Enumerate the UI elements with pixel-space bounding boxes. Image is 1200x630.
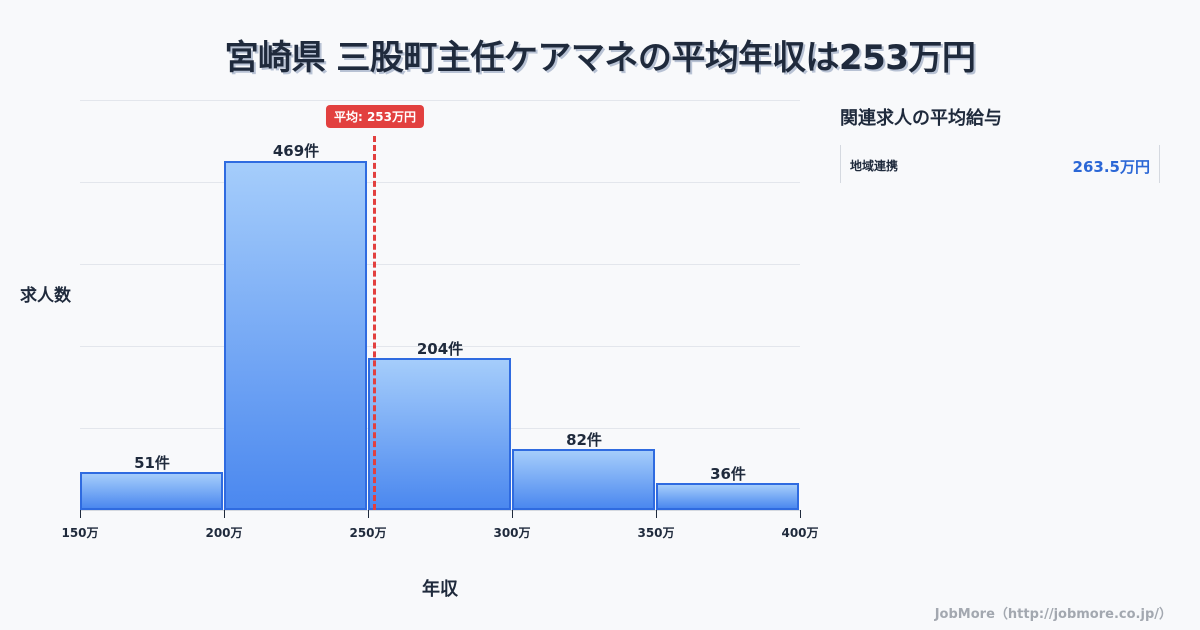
related-salary-row[interactable]: 地域連携 263.5万円 [840, 145, 1160, 183]
bar-value-label: 469件 [272, 142, 320, 160]
average-line [373, 136, 376, 510]
x-tick-label: 200万 [205, 526, 243, 540]
gridline [80, 100, 800, 101]
x-tick [800, 510, 801, 518]
related-salary-title: 関連求人の平均給与 [840, 108, 1002, 129]
histogram-bar[interactable] [368, 358, 511, 510]
x-tick [224, 510, 225, 518]
average-badge: 平均: 253万円 [325, 105, 425, 128]
bar-value-label: 82件 [566, 431, 602, 449]
x-tick-label: 150万 [61, 526, 99, 540]
x-axis-line [80, 510, 800, 511]
related-job-name: 地域連携 [850, 159, 899, 173]
gridline [80, 182, 800, 183]
y-axis-label: 求人数 [20, 286, 71, 306]
gridline [80, 264, 800, 265]
histogram-bar[interactable] [656, 483, 799, 510]
gridline [80, 346, 800, 347]
histogram-bar[interactable] [224, 161, 367, 510]
x-tick-label: 300万 [493, 526, 531, 540]
source-credit: JobMore（http://jobmore.co.jp/） [934, 607, 1172, 622]
related-job-salary: 263.5万円 [1072, 158, 1150, 176]
x-axis-label: 年収 [422, 579, 458, 600]
histogram-bar[interactable] [80, 472, 223, 510]
x-tick-label: 350万 [637, 526, 675, 540]
bar-value-label: 51件 [134, 454, 170, 472]
histogram-bar[interactable] [512, 449, 655, 510]
x-tick-label: 250万 [349, 526, 387, 540]
bar-value-label: 204件 [416, 340, 464, 358]
x-tick [368, 510, 369, 518]
plot-area: 51件 469件 204件 82件 36件 平均: 253万円 [80, 100, 800, 510]
chart-title: 宮崎県 三股町主任ケアマネの平均年収は253万円 [224, 38, 976, 78]
x-tick [656, 510, 657, 518]
x-tick [512, 510, 513, 518]
x-tick-label: 400万 [781, 526, 819, 540]
x-tick [80, 510, 81, 518]
bar-value-label: 36件 [710, 465, 746, 483]
